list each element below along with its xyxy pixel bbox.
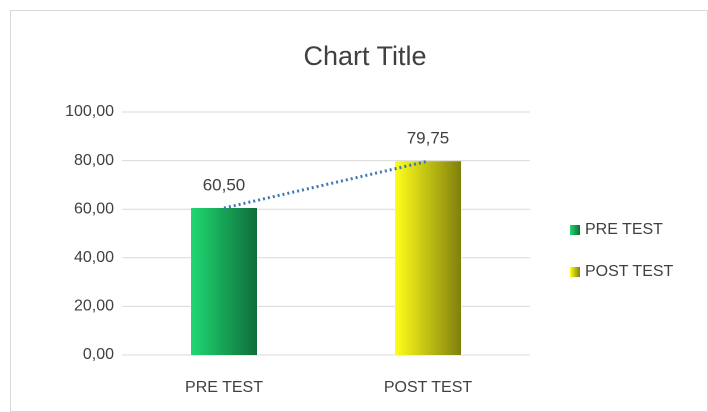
- x-tick-label: PRE TEST: [185, 379, 263, 396]
- y-tick-label: 20,00: [74, 298, 114, 315]
- data-label: 60,50: [203, 175, 246, 194]
- legend-swatch-shade: [570, 225, 580, 235]
- bar-shade: [395, 161, 461, 355]
- x-tick-label: POST TEST: [384, 379, 473, 396]
- legend-label: PRE TEST: [585, 221, 663, 238]
- legend-label: POST TEST: [585, 263, 674, 280]
- y-tick-label: 0,00: [83, 346, 114, 363]
- y-tick-label: 60,00: [74, 200, 114, 217]
- y-tick-label: 80,00: [74, 152, 114, 169]
- bar-shade: [191, 207, 257, 355]
- y-tick-label: 40,00: [74, 249, 114, 266]
- y-tick-label: 100,00: [65, 103, 114, 120]
- legend-swatch-shade: [570, 267, 580, 277]
- data-label: 79,75: [407, 129, 450, 148]
- chart-border: [10, 10, 708, 412]
- chart-title: Chart Title: [303, 41, 426, 71]
